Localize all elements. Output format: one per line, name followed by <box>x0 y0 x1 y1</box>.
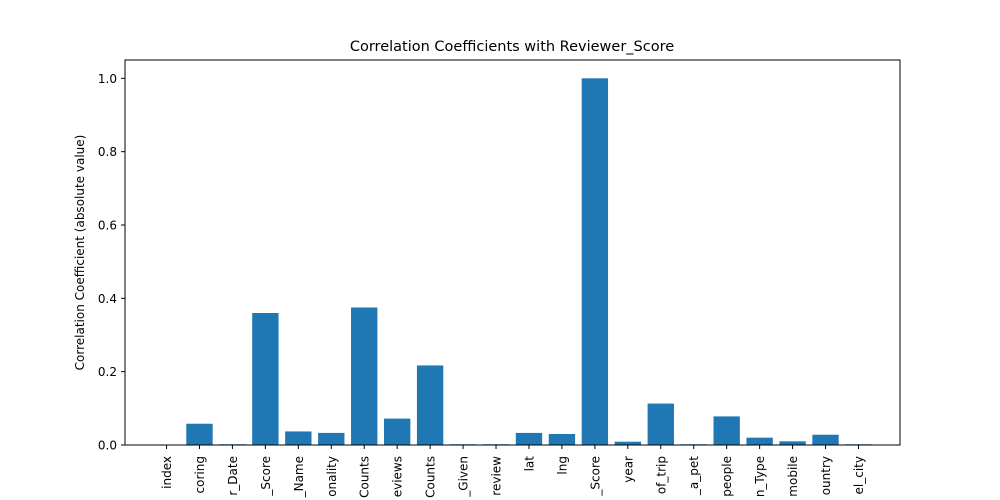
x-tick-label-4: _Name <box>292 456 306 498</box>
chart-title: Correlation Coefficients with Reviewer_S… <box>350 39 674 55</box>
bar-3 <box>252 313 279 445</box>
x-tick-label-5: onality <box>325 456 339 497</box>
x-tick-label-12: lng <box>555 456 569 475</box>
x-tick-label-14: year <box>621 456 635 483</box>
bar-7 <box>383 418 411 445</box>
x-tick-label-0: index <box>160 456 174 489</box>
x-tick-label-13: _Score <box>588 456 602 497</box>
x-axis: index coring r_Date _Score _Name onality Count… <box>160 445 866 498</box>
x-tick-label-21: el_city <box>852 456 866 494</box>
x-tick-label-20: ountry <box>819 456 833 495</box>
bar-19 <box>779 441 806 445</box>
plot-frame <box>124 59 901 446</box>
y-tick-label-4: 0.8 <box>98 145 117 159</box>
bars-layer <box>186 78 872 445</box>
y-tick-label-2: 0.4 <box>98 292 117 306</box>
x-tick-label-11: lat <box>522 456 536 472</box>
x-tick-label-10: review <box>490 456 504 496</box>
bar-13 <box>581 78 609 445</box>
bar-1 <box>186 423 213 445</box>
bar-18 <box>746 437 773 445</box>
bar-20 <box>812 434 839 445</box>
bar-15 <box>647 403 674 445</box>
y-tick-label-0: 0.0 <box>98 439 117 453</box>
y-tick-label-3: 0.6 <box>98 219 117 233</box>
x-tick-label-19: mobile <box>786 456 800 497</box>
y-axis: 0.0 0.2 0.4 0.6 0.8 1.0 <box>98 72 125 453</box>
x-tick-label-8: Counts <box>424 456 438 498</box>
bar-4 <box>285 431 312 445</box>
x-tick-label-1: coring <box>193 456 207 493</box>
bar-11 <box>515 432 543 445</box>
x-tick-label-17: people <box>720 456 734 497</box>
bar-12 <box>548 434 576 445</box>
x-tick-label-7: eviews <box>391 456 405 497</box>
bar-17 <box>713 416 740 445</box>
bar-6 <box>351 307 378 445</box>
x-tick-label-6: Counts <box>358 456 372 498</box>
x-tick-label-3: _Score <box>259 456 273 497</box>
bar-8 <box>416 365 444 445</box>
x-tick-label-16: _a_pet <box>687 456 701 496</box>
x-tick-label-15: of_trip <box>654 456 668 494</box>
y-tick-label-5: 1.0 <box>98 72 117 86</box>
y-tick-label-1: 0.2 <box>98 365 117 379</box>
y-axis-label: Correlation Coefficient (absolute value) <box>73 135 87 371</box>
x-tick-label-2: r_Date <box>226 456 240 496</box>
bar-14 <box>614 441 642 445</box>
x-tick-label-9: _Given <box>457 456 471 498</box>
bar-5 <box>318 432 345 445</box>
x-tick-label-18: n_Type <box>753 456 767 497</box>
